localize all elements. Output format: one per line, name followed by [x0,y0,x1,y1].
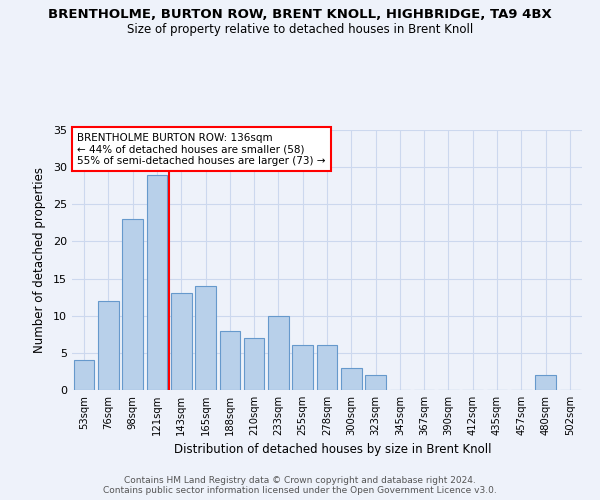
Bar [98,301,119,390]
Bar [341,368,362,390]
Text: Size of property relative to detached houses in Brent Knoll: Size of property relative to detached ho… [127,22,473,36]
Bar [268,316,289,390]
Bar [74,360,94,390]
Bar [171,294,191,390]
Bar [244,338,265,390]
Bar [122,219,143,390]
Text: BRENTHOLME, BURTON ROW, BRENT KNOLL, HIGHBRIDGE, TA9 4BX: BRENTHOLME, BURTON ROW, BRENT KNOLL, HIG… [48,8,552,20]
Y-axis label: Number of detached properties: Number of detached properties [33,167,46,353]
Text: Distribution of detached houses by size in Brent Knoll: Distribution of detached houses by size … [174,442,492,456]
Bar [220,330,240,390]
Bar [535,375,556,390]
Bar [365,375,386,390]
Bar [292,346,313,390]
Text: BRENTHOLME BURTON ROW: 136sqm
← 44% of detached houses are smaller (58)
55% of s: BRENTHOLME BURTON ROW: 136sqm ← 44% of d… [77,132,326,166]
Bar [195,286,216,390]
Bar [146,174,167,390]
Text: Contains HM Land Registry data © Crown copyright and database right 2024.
Contai: Contains HM Land Registry data © Crown c… [103,476,497,495]
Bar [317,346,337,390]
